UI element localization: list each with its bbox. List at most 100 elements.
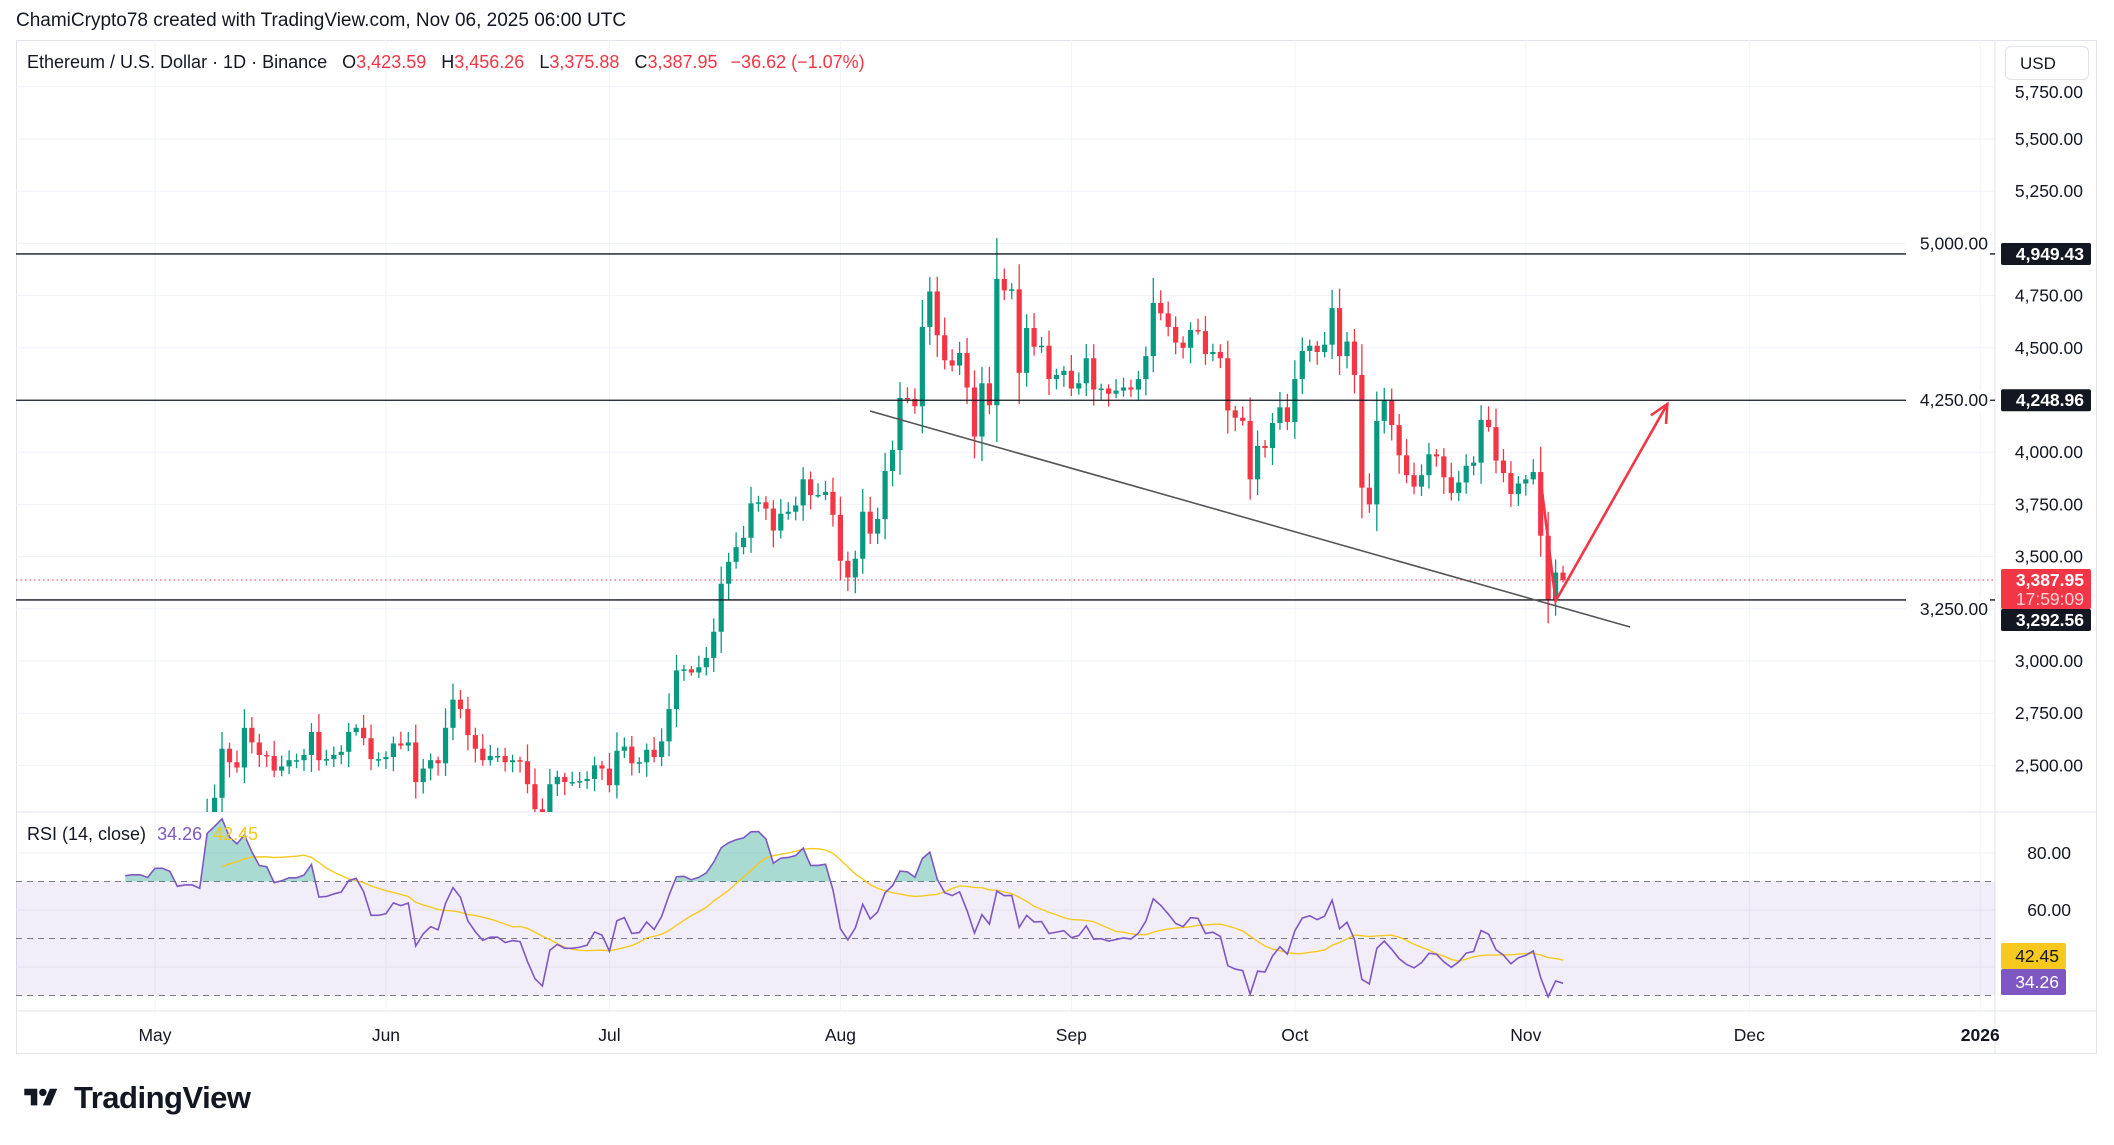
- candle-body: [1329, 308, 1335, 345]
- currency-button[interactable]: USD: [2005, 46, 2089, 80]
- candle-body: [778, 513, 784, 531]
- candle-body: [1038, 345, 1045, 348]
- candle-body: [718, 583, 724, 632]
- candle-body: [986, 383, 992, 406]
- candle-body: [1418, 475, 1425, 487]
- candle-body: [800, 479, 806, 506]
- candle-body: [1143, 356, 1149, 380]
- candle-body: [904, 397, 911, 400]
- candle-body: [934, 291, 940, 336]
- candle-body: [256, 742, 262, 755]
- candle-body: [688, 669, 694, 673]
- candle-body: [681, 669, 687, 671]
- price-tick-label: 5,750.00: [2015, 82, 2083, 102]
- rsi-band: [16, 881, 1995, 996]
- candle-body: [1173, 326, 1179, 343]
- candle-body: [703, 657, 709, 668]
- price-tick-backing: [1906, 233, 1990, 256]
- candle-body: [1240, 417, 1246, 421]
- level-price-tag: [2001, 389, 2091, 412]
- candle-body: [1165, 313, 1171, 327]
- rsi-line: [125, 817, 1564, 999]
- rsi-tag-label: 34.26: [2015, 972, 2059, 992]
- candle-body: [994, 278, 1000, 406]
- candles: [206, 238, 1566, 812]
- candle-body: [808, 479, 814, 496]
- countdown-label: 17:59:09: [2016, 589, 2084, 609]
- candle-body: [919, 326, 925, 407]
- candle-body: [1195, 330, 1201, 332]
- candle-body: [547, 784, 553, 812]
- candle-body: [1232, 410, 1238, 418]
- candle-body: [1299, 350, 1305, 380]
- price-axis: 5,750.00 5,500.00 5,250.00 5,000.00 4,750.00…: [1906, 82, 2083, 775]
- candle-body: [957, 353, 963, 366]
- candle-body: [1508, 473, 1514, 494]
- candle-body: [442, 727, 449, 764]
- price-tick-backing: [1906, 390, 1990, 412]
- candle-body: [398, 743, 404, 746]
- candle-body: [465, 709, 471, 736]
- price-tick-label: 2,500.00: [2015, 755, 2083, 775]
- symbol-name[interactable]: Ethereum / U.S. Dollar · 1D · Binance: [27, 52, 328, 72]
- candle-body: [621, 746, 627, 751]
- open-value: 3,423.59: [356, 52, 427, 72]
- candle-body: [1024, 327, 1030, 373]
- low-label: L: [539, 52, 550, 72]
- candle-body: [942, 335, 948, 361]
- candle-body: [234, 762, 240, 768]
- grid: [16, 40, 1995, 1011]
- candle-body: [1009, 289, 1015, 291]
- candle-body: [644, 749, 650, 763]
- rsi-ma-value: 42.45: [213, 824, 259, 844]
- candle-body: [845, 560, 851, 578]
- candle-body: [1381, 400, 1387, 421]
- candle-body: [1493, 427, 1499, 461]
- candle-body: [822, 491, 829, 496]
- levels: [16, 253, 1995, 628]
- candle-body: [1426, 454, 1432, 476]
- candle-body: [726, 561, 732, 584]
- candle-body: [1441, 456, 1447, 478]
- candle-body: [897, 397, 903, 451]
- candle-body: [659, 741, 665, 758]
- candle-body: [1217, 351, 1223, 359]
- candle-body: [1046, 345, 1052, 380]
- candle-body: [666, 709, 672, 742]
- candle-body: [711, 631, 717, 658]
- candle-body: [457, 699, 464, 710]
- tradingview-logo[interactable]: TradingView: [16, 1080, 251, 1116]
- candle-body: [949, 360, 955, 366]
- candle-body: [1158, 302, 1164, 314]
- high-label: H: [441, 52, 455, 72]
- candle-body: [979, 383, 985, 437]
- level-price-tag: [2001, 608, 2091, 631]
- candle-body: [338, 751, 344, 755]
- candle-body: [770, 508, 776, 531]
- candle-body: [912, 398, 918, 407]
- candle-body: [614, 750, 620, 786]
- candle-body: [1515, 483, 1521, 494]
- candle-body: [212, 797, 218, 812]
- candle-body: [815, 495, 821, 497]
- candle-body: [1083, 358, 1089, 384]
- open-label: O: [342, 52, 357, 72]
- candle-body: [264, 754, 270, 757]
- candle-body: [599, 765, 605, 769]
- candle-body: [316, 731, 322, 761]
- candle-body: [532, 784, 538, 810]
- candle-body: [964, 353, 970, 388]
- candle-body: [1344, 341, 1350, 357]
- candle-body: [1404, 455, 1410, 476]
- candle-body: [1351, 341, 1358, 375]
- level-price-label: 4,949.43: [2016, 244, 2084, 264]
- price-tick-label: 2,750.00: [2015, 703, 2083, 723]
- candle-body: [1016, 289, 1022, 373]
- rsi-ma-line: [221, 847, 1564, 962]
- candle-body: [390, 743, 396, 758]
- rsi-name[interactable]: RSI (14, close): [27, 824, 147, 844]
- candle-body: [696, 667, 702, 673]
- candle-body: [636, 762, 642, 764]
- candle-body: [1061, 370, 1067, 375]
